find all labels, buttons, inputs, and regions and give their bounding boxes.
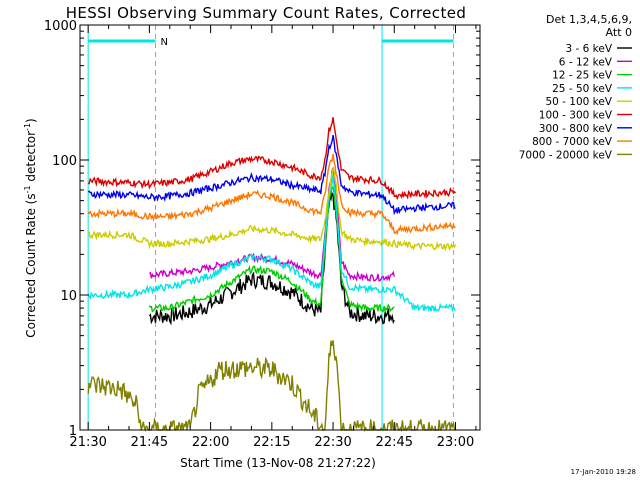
- x-axis-label: Start Time (13-Nov-08 21:27:22): [180, 456, 376, 470]
- series-line: [148, 185, 395, 315]
- legend-header: Att 0: [606, 26, 632, 39]
- x-tick-label: 23:00: [437, 435, 474, 450]
- x-tick-label: 22:30: [314, 435, 351, 450]
- x-tick-label: 21:45: [131, 435, 168, 450]
- legend-header: Det 1,3,4,5,6,9,: [546, 13, 632, 26]
- legend-label: 6 - 12 keV: [559, 56, 613, 68]
- series-line: [87, 153, 456, 236]
- chart-title: HESSI Observing Summary Count Rates, Cor…: [66, 4, 467, 22]
- y-axis-label: Corrected Count Rate (s-1 detector-1): [23, 118, 38, 337]
- overlay-markers: N: [87, 25, 454, 430]
- plot-frame: [79, 24, 481, 431]
- plot-timestamp: 17-Jan-2010 19:28: [571, 468, 636, 476]
- legend-label: 7000 - 20000 keV: [519, 149, 613, 161]
- y-tick-label: 1: [69, 424, 77, 439]
- y-tick-label: 10: [60, 289, 77, 304]
- y-tick-label: 1000: [44, 19, 77, 34]
- series-line: [87, 166, 457, 252]
- legend-label: 50 - 100 keV: [545, 96, 612, 108]
- x-tick-label: 21:30: [69, 435, 106, 450]
- legend-label: 300 - 800 keV: [539, 123, 613, 135]
- legend-label: 3 - 6 keV: [565, 43, 612, 55]
- legend-label: 25 - 50 keV: [552, 83, 613, 95]
- x-tick-label: 22:45: [376, 435, 413, 450]
- legend-label: 12 - 25 keV: [552, 70, 613, 82]
- axes: 1 10 100 1000 21:30 21:45 22:00 22:15 22:30 22:45…: [44, 19, 481, 450]
- night-marker-label: N: [161, 37, 168, 48]
- x-tick-label: 22:00: [192, 435, 229, 450]
- legend-label: 100 - 300 keV: [539, 110, 613, 122]
- y-tick-label: 100: [52, 154, 77, 169]
- series-line: [148, 192, 395, 326]
- x-tick-label: 22:15: [253, 435, 290, 450]
- series-line: [87, 134, 456, 216]
- series-line: [87, 174, 456, 314]
- legend-label: 800 - 7000 keV: [532, 136, 613, 148]
- series-line: [87, 117, 457, 201]
